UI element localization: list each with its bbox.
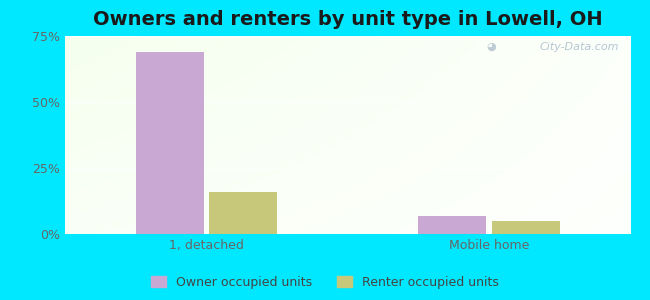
Bar bbox=[492, 221, 560, 234]
Text: City-Data.com: City-Data.com bbox=[540, 42, 619, 52]
Text: ◕: ◕ bbox=[486, 42, 496, 52]
Bar bbox=[136, 52, 203, 234]
Bar bbox=[209, 192, 277, 234]
Bar bbox=[419, 215, 486, 234]
Legend: Owner occupied units, Renter occupied units: Owner occupied units, Renter occupied un… bbox=[146, 271, 504, 294]
Title: Owners and renters by unit type in Lowell, OH: Owners and renters by unit type in Lowel… bbox=[93, 10, 603, 29]
